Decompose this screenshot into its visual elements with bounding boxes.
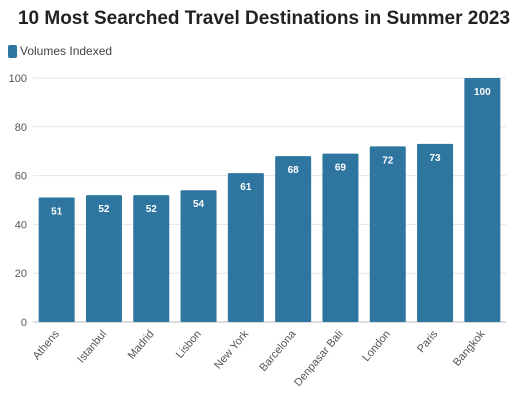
bar [322,153,359,322]
data-label: 54 [193,199,205,210]
x-tick-label: Madrid [126,328,157,361]
bar [227,173,264,322]
data-label: 73 [429,153,441,164]
x-tick-label: Athens [31,328,63,362]
y-tick-label: 100 [9,73,27,85]
data-label: 72 [382,155,394,166]
chart-title: 10 Most Searched Travel Destinations in … [17,8,511,29]
y-tick-label: 40 [15,219,27,231]
legend-label: Volumes Indexed [20,44,113,58]
data-label: 51 [51,207,63,218]
legend-swatch [8,44,17,58]
data-label: 52 [98,204,110,215]
bar [275,156,312,322]
data-label: 61 [240,182,252,193]
x-tick-label: Denpasar Bali [292,328,346,389]
x-tick-label: Bangkok [451,328,488,369]
data-label: 69 [335,163,347,174]
y-tick-label: 0 [21,317,27,329]
bar [85,195,122,322]
bar [180,190,217,322]
data-label: 100 [474,87,491,98]
legend[interactable]: Volumes Indexed [8,44,112,58]
bar [369,146,406,322]
bar [38,197,75,322]
x-tick-label: London [360,328,393,364]
data-label: 52 [146,204,158,215]
y-tick-label: 20 [15,268,27,280]
x-tick-label: New York [212,328,251,372]
data-label: 68 [288,165,300,176]
x-tick-label: Paris [415,328,441,355]
x-tick-label: Istanbul [75,328,109,365]
bar [417,143,454,322]
y-tick-label: 80 [15,122,27,134]
x-tick-label: Barcelona [257,328,299,374]
bar [464,78,501,322]
y-tick-label: 60 [15,171,27,183]
bar [133,195,170,322]
x-tick-label: Lisbon [174,328,204,361]
